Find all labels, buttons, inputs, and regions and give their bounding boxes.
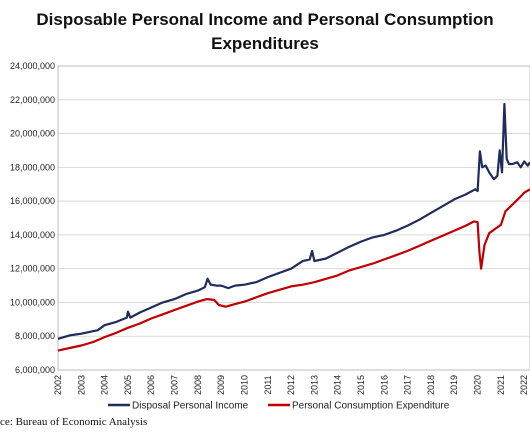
x-tick-label: 2004 (100, 375, 110, 395)
y-tick-label: 22,000,000 (10, 95, 55, 105)
x-tick-label: 2018 (426, 375, 436, 395)
y-tick-label: 14,000,000 (10, 230, 55, 240)
x-tick-label: 2005 (123, 375, 133, 395)
chart-title-line-2: Expenditures (211, 34, 319, 53)
x-tick-label: 2020 (473, 375, 483, 395)
x-tick-label: 2006 (146, 375, 156, 395)
x-tick-label: 2016 (379, 375, 389, 395)
legend-label: Personal Consumption Expenditure (292, 401, 450, 411)
y-tick-label: 16,000,000 (10, 196, 55, 206)
x-tick-label: 2011 (263, 375, 273, 394)
y-tick-label: 10,000,000 (10, 297, 55, 307)
chart-title: Disposable Personal Income and Personal … (0, 8, 530, 56)
x-tick-label: 2019 (449, 375, 459, 395)
y-tick-label: 12,000,000 (10, 264, 55, 274)
source-note: ce: Bureau of Economic Analysis (0, 416, 148, 428)
series-lines (57, 102, 530, 352)
plot-area-frame (57, 65, 530, 371)
x-tick-label: 2002 (53, 375, 63, 395)
y-tick-label: 8,000,000 (15, 331, 55, 341)
y-tick-label: 20,000,000 (10, 129, 55, 139)
x-tick-label: 2015 (356, 375, 366, 395)
y-tick-label: 6,000,000 (15, 365, 55, 375)
grid-lines (58, 65, 530, 371)
y-tick-label: 24,000,000 (10, 61, 55, 71)
x-tick-label: 2010 (239, 375, 249, 395)
chart-svg: 6,000,000 8,000,000 10,000,000 12,000,000 14… (10, 61, 530, 411)
series-line-disposable-income (57, 102, 530, 340)
y-axis-ticks: 6,000,000 8,000,000 10,000,000 12,000,000 14… (10, 61, 55, 375)
x-tick-label: 2007 (170, 375, 180, 395)
x-tick-label: 2014 (333, 375, 343, 395)
x-tick-label: 2008 (193, 375, 203, 395)
x-tick-label: 2003 (76, 375, 86, 395)
series-line-consumption-expenditure (57, 188, 530, 352)
chart-title-line-1: Disposable Personal Income and Personal … (36, 10, 494, 29)
x-tick-label: 2017 (403, 375, 413, 395)
legend: Disposal Personal Income Personal Consump… (108, 401, 450, 411)
x-tick-label: 2013 (309, 375, 319, 395)
x-axis-ticks: 2002 2003 2004 2005 2006 2007 2008 2009 2010 2011… (53, 375, 529, 395)
x-tick-label: 2009 (216, 375, 226, 395)
x-tick-label: 2012 (286, 375, 296, 395)
y-tick-label: 18,000,000 (10, 162, 55, 172)
x-tick-label: 2022 (519, 375, 529, 395)
legend-label: Disposal Personal Income (132, 401, 249, 411)
x-tick-label: 2021 (496, 375, 506, 395)
